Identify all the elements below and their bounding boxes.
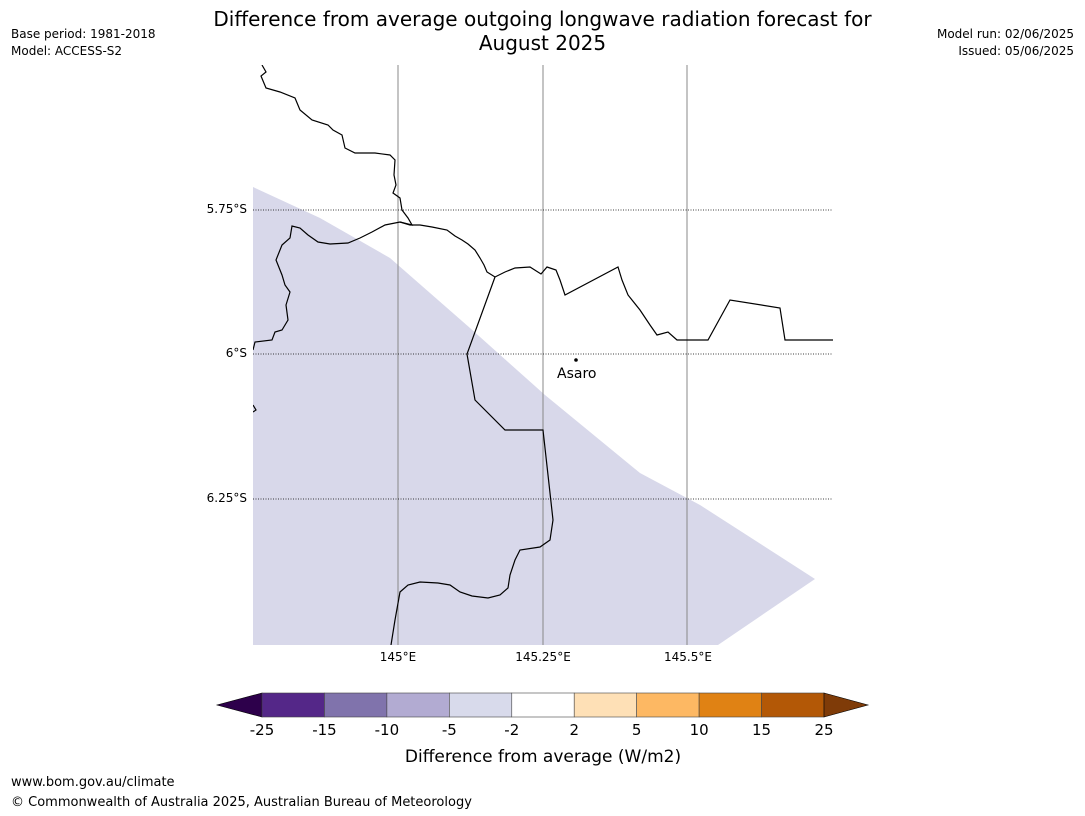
footer-url: www.bom.gov.au/climate bbox=[11, 775, 175, 790]
issued-label: Issued: 05/06/2025 bbox=[958, 44, 1074, 58]
asaro-marker bbox=[574, 358, 578, 362]
map-title-line1: Difference from average outgoing longwav… bbox=[213, 7, 872, 31]
colorbar-swatch bbox=[324, 692, 388, 718]
lat-label-6-25s: 6.25°S bbox=[207, 491, 247, 505]
colorbar-swatch bbox=[449, 692, 513, 718]
anomaly-shaded-region bbox=[253, 187, 815, 645]
colorbar-tick-label: 10 bbox=[690, 721, 709, 739]
boundary-west-edge bbox=[253, 404, 257, 413]
colorbar-tick-label: 2 bbox=[569, 721, 579, 739]
colorbar-extend-low bbox=[215, 692, 263, 718]
colorbar-swatch bbox=[698, 692, 762, 718]
forecast-map: Asaro 5.75°S 6°S 6.25°S 145°E 145.25°E 1… bbox=[207, 65, 833, 664]
colorbar-title: Difference from average (W/m2) bbox=[405, 747, 681, 767]
model-label: Model: ACCESS-S2 bbox=[11, 44, 123, 58]
lat-label-5-75s: 5.75°S bbox=[207, 202, 247, 216]
colorbar-tick-label: 25 bbox=[814, 721, 833, 739]
colorbar-tick-label: -5 bbox=[442, 721, 457, 739]
lon-label-145-5e: 145.5°E bbox=[664, 650, 712, 664]
lat-label-6s: 6°S bbox=[226, 346, 247, 360]
province-boundaries bbox=[253, 65, 833, 645]
footer-copyright: © Commonwealth of Australia 2025, Austra… bbox=[11, 795, 472, 810]
colorbar: -25 -15 -10 -5 -2 2 5 10 15 25 Difference from av… bbox=[215, 692, 870, 767]
colorbar-tick-label: -10 bbox=[375, 721, 400, 739]
colorbar-tick-label: 15 bbox=[752, 721, 771, 739]
map-title: Difference from average outgoing longwav… bbox=[0, 7, 1085, 55]
colorbar-swatch bbox=[261, 692, 325, 718]
colorbar-swatch bbox=[386, 692, 450, 718]
lon-label-145e: 145°E bbox=[380, 650, 417, 664]
colorbar-tick-label: -25 bbox=[250, 721, 275, 739]
boundary-central bbox=[399, 221, 833, 341]
colorbar-tick-label: -15 bbox=[312, 721, 337, 739]
colorbar-swatch bbox=[761, 692, 825, 718]
model-run-label: Model run: 02/06/2025 bbox=[936, 27, 1074, 41]
map-title-line2: August 2025 bbox=[478, 31, 607, 55]
colorbar-tick-label: -2 bbox=[504, 721, 519, 739]
base-period-label: Base period: 1981-2018 bbox=[11, 27, 156, 41]
colorbar-swatches bbox=[215, 692, 870, 718]
colorbar-swatch bbox=[573, 692, 637, 718]
colorbar-extend-high bbox=[823, 692, 870, 718]
boundary-south bbox=[390, 276, 554, 645]
colorbar-swatch bbox=[511, 692, 575, 718]
asaro-label: Asaro bbox=[557, 366, 596, 382]
colorbar-tick-label: 5 bbox=[632, 721, 642, 739]
colorbar-ticks: -25 -15 -10 -5 -2 2 5 10 15 25 bbox=[250, 721, 834, 739]
colorbar-swatch bbox=[636, 692, 700, 718]
lon-label-145-25e: 145.25°E bbox=[515, 650, 571, 664]
